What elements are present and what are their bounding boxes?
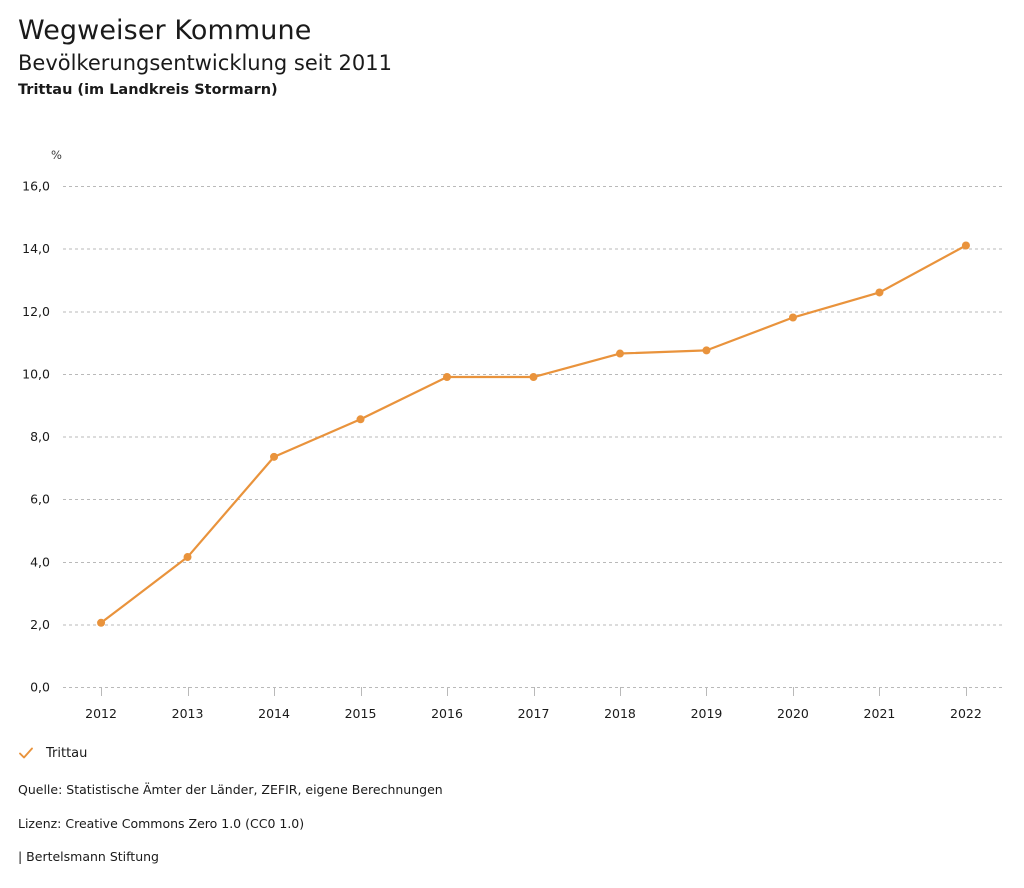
data-point[interactable] xyxy=(702,346,711,355)
footer-source: Quelle: Statistische Ämter der Länder, Z… xyxy=(18,782,443,797)
x-axis-tick-label: 2014 xyxy=(258,706,290,721)
x-axis-tick-label: 2017 xyxy=(518,706,550,721)
y-axis-tick-label: 0,0 xyxy=(30,680,50,695)
x-axis-tick-label: 2016 xyxy=(431,706,463,721)
x-axis-tick-label: 2022 xyxy=(950,706,982,721)
footer-publisher: | Bertelsmann Stiftung xyxy=(18,849,159,864)
y-axis-unit-label: % xyxy=(51,148,62,162)
y-axis-tick-label: 16,0 xyxy=(22,179,50,194)
y-axis-tick-label: 2,0 xyxy=(30,617,50,632)
x-axis-tickmarks xyxy=(101,687,967,696)
footer-license: Lizenz: Creative Commons Zero 1.0 (CC0 1… xyxy=(18,815,305,831)
x-axis-tick-label: 2018 xyxy=(604,706,636,721)
data-point[interactable] xyxy=(443,373,452,382)
data-point[interactable] xyxy=(270,452,279,461)
x-axis-labels: 2012 2013 2014 2015 2016 2017 2018 2019 2020 2021… xyxy=(85,706,982,721)
y-axis-tick-label: 12,0 xyxy=(22,304,50,319)
data-series xyxy=(97,241,970,627)
page-subtitle: Bevölkerungsentwicklung seit 2011 xyxy=(18,50,392,75)
y-axis-tick-label: 10,0 xyxy=(22,366,50,381)
footer: Quelle: Statistische Ämter der Länder, Z… xyxy=(18,782,998,864)
region-label: Trittau (im Landkreis Stormarn) xyxy=(18,81,278,98)
chart-canvas: 0,0 2,0 4,0 6,0 8,0 10,0 12,0 14,0 16,0 2012 2013… xyxy=(22,148,1004,721)
data-point[interactable] xyxy=(961,241,970,250)
x-axis-tick-label: 2015 xyxy=(345,706,377,721)
header: Wegweiser Kommune Bevölkerungsentwicklun… xyxy=(18,16,998,99)
y-axis-tick-label: 8,0 xyxy=(30,429,50,444)
line-chart: 0,0 2,0 4,0 6,0 8,0 10,0 12,0 14,0 16,0 2012 2013… xyxy=(22,148,1004,721)
page-title: Wegweiser Kommune xyxy=(18,15,312,46)
legend-item-label: Trittau xyxy=(46,745,88,761)
chart-legend[interactable]: Trittau xyxy=(18,745,87,761)
data-point[interactable] xyxy=(356,415,365,424)
y-axis-tick-label: 6,0 xyxy=(30,492,50,507)
x-axis-tick-label: 2019 xyxy=(691,706,723,721)
data-point[interactable] xyxy=(183,553,192,562)
y-axis-labels: 0,0 2,0 4,0 6,0 8,0 10,0 12,0 14,0 16,0 xyxy=(22,179,50,695)
y-axis-tick-label: 4,0 xyxy=(30,554,50,569)
gridlines xyxy=(63,186,1004,688)
data-point[interactable] xyxy=(788,313,797,322)
x-axis-tick-label: 2020 xyxy=(777,706,809,721)
data-point[interactable] xyxy=(97,618,106,627)
x-axis-tick-label: 2021 xyxy=(864,706,896,721)
x-axis-tick-label: 2013 xyxy=(172,706,204,721)
data-point[interactable] xyxy=(615,349,624,358)
x-axis-tick-label: 2012 xyxy=(85,706,117,721)
data-point[interactable] xyxy=(529,373,538,382)
y-axis-tick-label: 14,0 xyxy=(22,241,50,256)
data-point[interactable] xyxy=(875,288,884,297)
series-line-trittau xyxy=(99,244,968,624)
check-icon xyxy=(19,747,33,759)
